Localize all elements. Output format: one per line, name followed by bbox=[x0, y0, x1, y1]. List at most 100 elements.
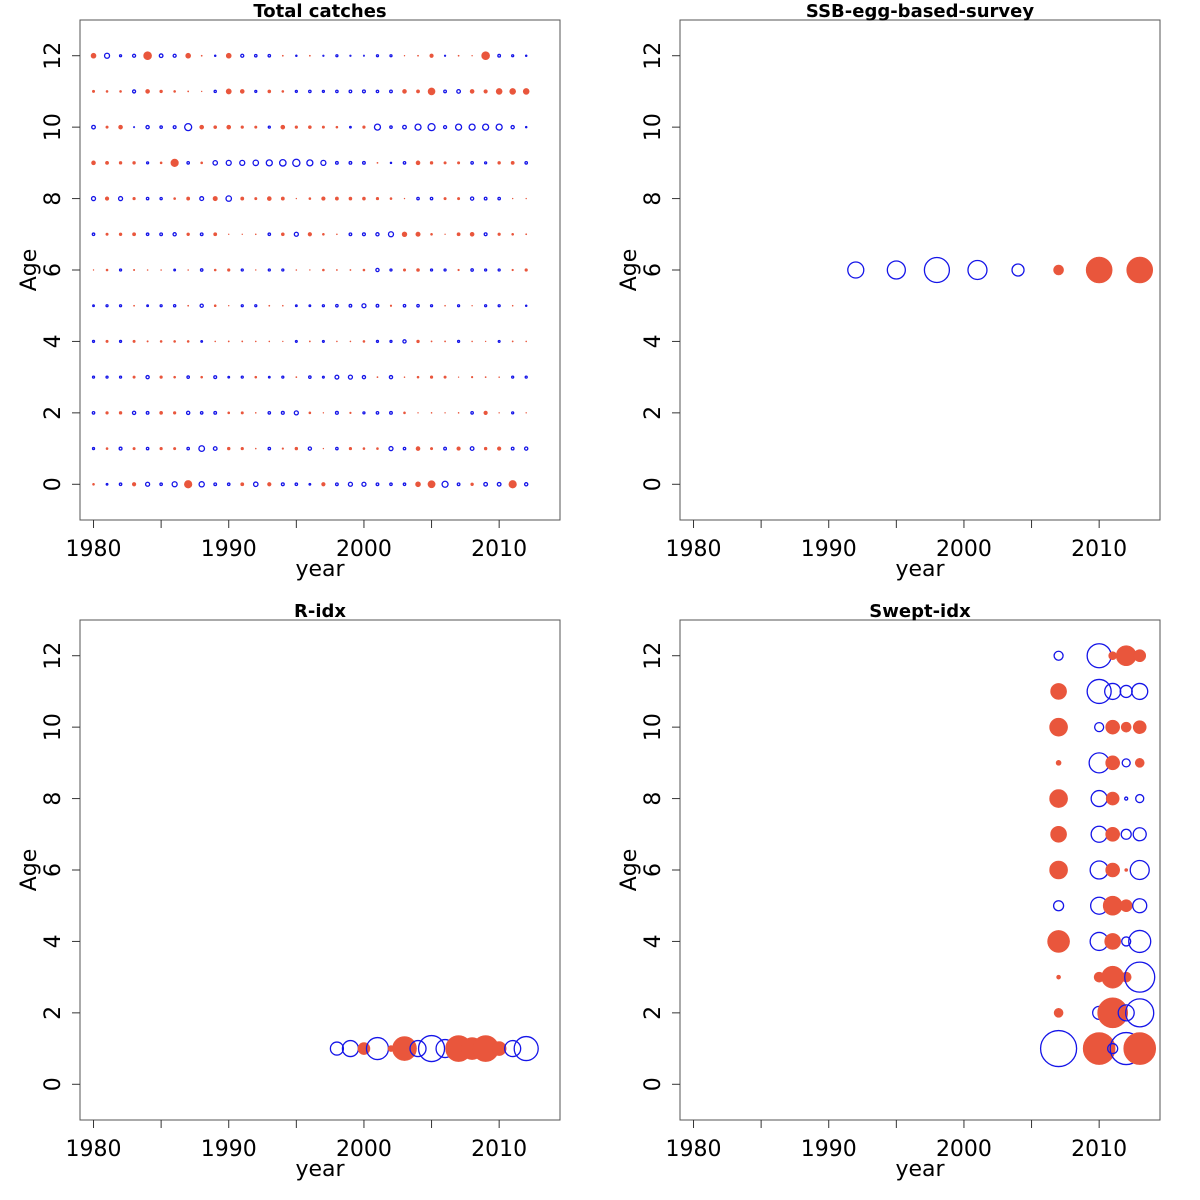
bubble-positive bbox=[498, 412, 500, 414]
bubble-negative bbox=[1086, 678, 1112, 705]
y-tick-label: 10 bbox=[641, 713, 666, 741]
bubble-negative bbox=[375, 267, 380, 273]
bubble-positive bbox=[443, 161, 447, 165]
bubble-positive bbox=[132, 339, 136, 343]
bubble-positive bbox=[200, 161, 203, 165]
bubble-negative bbox=[1053, 650, 1064, 661]
bubble-negative bbox=[145, 374, 150, 380]
bubble-positive bbox=[282, 304, 284, 307]
bubble-negative bbox=[361, 89, 366, 94]
y-axis-label: Age bbox=[17, 249, 42, 292]
bubble-negative bbox=[347, 481, 354, 487]
y-tick-label: 6 bbox=[641, 863, 666, 877]
panel-title: SSB-egg-based-survey bbox=[806, 1, 1034, 22]
bubble-positive bbox=[225, 88, 232, 95]
bubble-positive bbox=[213, 304, 217, 308]
y-tick-label: 2 bbox=[641, 1006, 666, 1020]
bubble-negative bbox=[281, 268, 285, 272]
bubble-negative bbox=[159, 232, 164, 237]
bubble-negative bbox=[105, 375, 109, 379]
bubble-negative bbox=[118, 304, 123, 308]
bubble-negative bbox=[483, 196, 488, 201]
bubble-negative bbox=[145, 446, 150, 451]
bubble-negative bbox=[362, 411, 366, 415]
bubble-negative bbox=[524, 125, 528, 129]
bubble-positive bbox=[200, 375, 203, 379]
bubble-positive bbox=[416, 268, 420, 272]
y-tick-label: 8 bbox=[641, 792, 666, 806]
bubble-positive bbox=[159, 161, 163, 165]
bubble-negative bbox=[389, 410, 393, 415]
bubble-positive bbox=[415, 446, 421, 451]
bubble-positive bbox=[1049, 717, 1068, 737]
y-tick-label: 0 bbox=[41, 1077, 66, 1091]
bubble-positive bbox=[457, 54, 460, 57]
bubble-positive bbox=[240, 446, 244, 451]
y-tick-label: 2 bbox=[41, 406, 66, 420]
bubble-positive bbox=[335, 196, 339, 201]
bubble-positive bbox=[443, 197, 447, 201]
bubble-negative bbox=[212, 160, 219, 166]
bubble-negative bbox=[388, 445, 394, 452]
bubble-negative bbox=[240, 268, 244, 272]
x-tick-label: 2010 bbox=[471, 1137, 527, 1162]
bubble-negative bbox=[145, 232, 150, 237]
x-tick-label: 2010 bbox=[1071, 537, 1127, 562]
bubble-negative bbox=[118, 375, 123, 379]
y-tick-label: 12 bbox=[641, 42, 666, 70]
bubble-positive bbox=[200, 90, 203, 93]
bubble-negative bbox=[1125, 998, 1155, 1028]
bubble-negative bbox=[145, 196, 150, 201]
bubble-negative bbox=[213, 482, 218, 487]
bubble-negative bbox=[443, 268, 447, 272]
bubble-positive bbox=[1134, 758, 1145, 768]
bubble-negative bbox=[523, 446, 529, 451]
bubble-negative bbox=[198, 481, 205, 488]
bubble-positive bbox=[376, 376, 379, 379]
bubble-negative bbox=[334, 482, 339, 487]
bubble-negative bbox=[429, 196, 434, 201]
bubble-negative bbox=[402, 161, 407, 165]
x-tick-label: 1990 bbox=[201, 537, 257, 562]
bubble-positive bbox=[511, 268, 514, 272]
bubble-positive bbox=[228, 233, 230, 235]
bubble-positive bbox=[444, 304, 446, 307]
bubble-positive bbox=[508, 480, 517, 489]
bubble-positive bbox=[173, 447, 177, 451]
bubble-negative bbox=[497, 196, 502, 201]
bubble-negative bbox=[144, 481, 151, 487]
bubble-negative bbox=[145, 161, 150, 165]
bubble-positive bbox=[362, 268, 366, 272]
bubble-positive bbox=[1133, 649, 1147, 663]
bubble-negative bbox=[267, 411, 272, 415]
bubble-positive bbox=[1101, 965, 1124, 989]
panel-title: Swept-idx bbox=[869, 601, 971, 622]
bubble-negative bbox=[402, 303, 407, 308]
x-tick-label: 1990 bbox=[801, 1137, 857, 1162]
bubble-negative bbox=[334, 410, 339, 415]
bubble-negative bbox=[1131, 682, 1149, 701]
bubble-positive bbox=[133, 304, 135, 307]
bubble-positive bbox=[266, 196, 272, 201]
bubble-negative bbox=[387, 231, 395, 238]
bubble-positive bbox=[132, 447, 136, 451]
y-tick-label: 4 bbox=[41, 934, 66, 948]
bubble-positive bbox=[309, 269, 311, 271]
bubble-positive bbox=[509, 88, 516, 95]
bubble-negative bbox=[131, 53, 137, 58]
bubble-positive bbox=[1085, 256, 1113, 284]
bubble-negative bbox=[456, 304, 461, 308]
bubble-negative bbox=[1128, 929, 1152, 954]
bubble-positive bbox=[525, 340, 527, 343]
bubble-positive bbox=[268, 304, 271, 307]
bubble-positive bbox=[429, 161, 434, 165]
bubble-negative bbox=[443, 446, 448, 451]
bubble-positive bbox=[357, 1042, 371, 1055]
bubble-negative bbox=[267, 53, 272, 58]
panel-4: Swept-idx 1980 1990 2000 2010 0 2 4 6 8 10 12 year Ag… bbox=[617, 601, 1161, 1182]
bubble-negative bbox=[1090, 825, 1108, 843]
bubble-positive bbox=[105, 339, 109, 343]
bubble-negative bbox=[308, 89, 312, 94]
y-tick-label: 4 bbox=[641, 334, 666, 348]
bubble-negative bbox=[281, 375, 285, 379]
